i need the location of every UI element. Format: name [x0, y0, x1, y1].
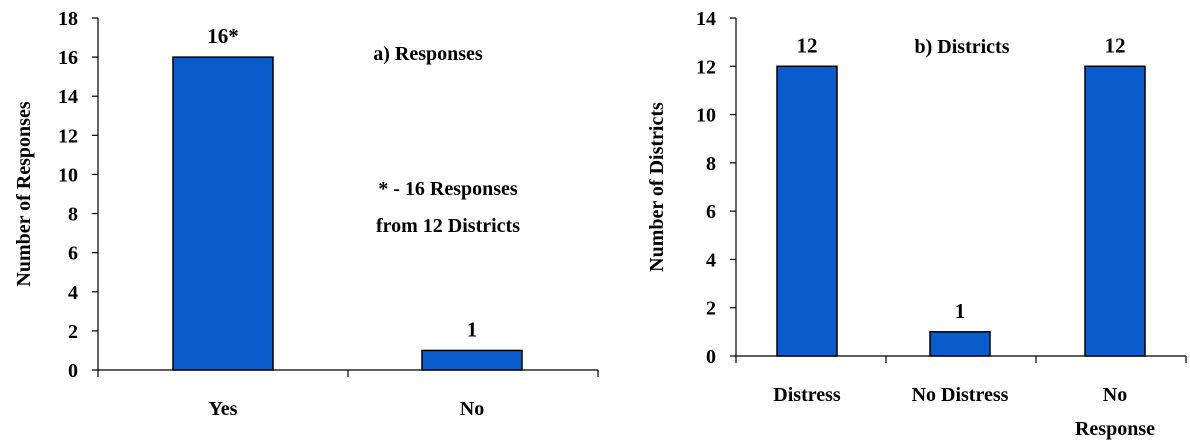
y-tick-label: 6: [706, 201, 716, 223]
chart-districts: 0 2 4 6 8 10 12 14 12 Distress 1 No Distress 12 No Res…: [646, 8, 1187, 440]
bar: [929, 331, 991, 357]
data-label: 16*: [207, 24, 239, 48]
y-tick-label: 14: [58, 86, 78, 108]
y-tick-label: 18: [58, 8, 78, 30]
annotation-text: from 12 Districts: [376, 215, 520, 237]
y-axis-title: Number of Responses: [13, 101, 35, 286]
y-tick-label: 0: [68, 360, 78, 382]
data-label: 1: [955, 299, 966, 323]
x-tick-label: Distress: [773, 384, 841, 406]
y-tick-label: 4: [68, 282, 78, 304]
x-tick-label: No: [460, 398, 484, 420]
y-tick-label: 8: [706, 153, 716, 175]
y-tick-label: 0: [706, 346, 716, 368]
y-axis-title: Number of Districts: [646, 102, 668, 272]
chart-title: a) Responses: [373, 43, 483, 65]
y-tick-label: 2: [706, 298, 716, 320]
y-tick-label: 14: [696, 8, 716, 30]
bar: [1084, 65, 1146, 357]
x-tick-label: No: [1103, 384, 1127, 406]
y-tick-label: 10: [696, 105, 716, 127]
y-tick-label: 10: [58, 164, 78, 186]
y-tick-label: 8: [68, 204, 78, 226]
bar: [421, 349, 523, 371]
data-label: 12: [1105, 33, 1126, 57]
y-tick-label: 6: [68, 243, 78, 265]
x-tick-label: Yes: [209, 398, 238, 420]
y-tick-label: 4: [706, 249, 716, 271]
bar: [776, 65, 838, 357]
chart-responses: 0 2 4 6 8 10 12 14 16 18 16* Yes 1 No a) Responses * - …: [13, 8, 599, 420]
chart-title: b) Districts: [915, 36, 1010, 58]
y-tick-label: 12: [696, 56, 716, 78]
x-tick-label: Response: [1075, 418, 1155, 440]
y-tick-label: 16: [58, 47, 78, 69]
annotation-text: * - 16 Responses: [378, 178, 518, 200]
y-tick-label: 2: [68, 321, 78, 343]
data-label: 1: [467, 317, 478, 341]
x-tick-label: No Distress: [912, 384, 1009, 406]
y-tick-label: 12: [58, 125, 78, 147]
bar: [172, 56, 274, 371]
data-label: 12: [797, 33, 818, 57]
